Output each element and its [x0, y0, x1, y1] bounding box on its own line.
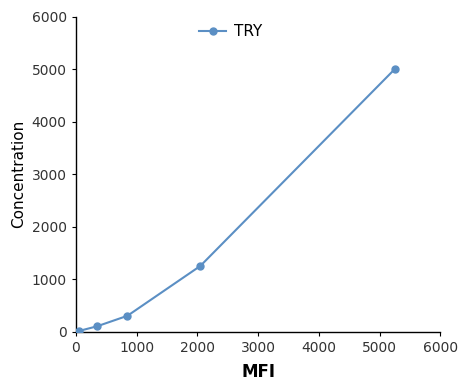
Legend: TRY: TRY	[193, 18, 268, 45]
Y-axis label: Concentration: Concentration	[11, 120, 26, 228]
X-axis label: MFI: MFI	[241, 363, 275, 381]
